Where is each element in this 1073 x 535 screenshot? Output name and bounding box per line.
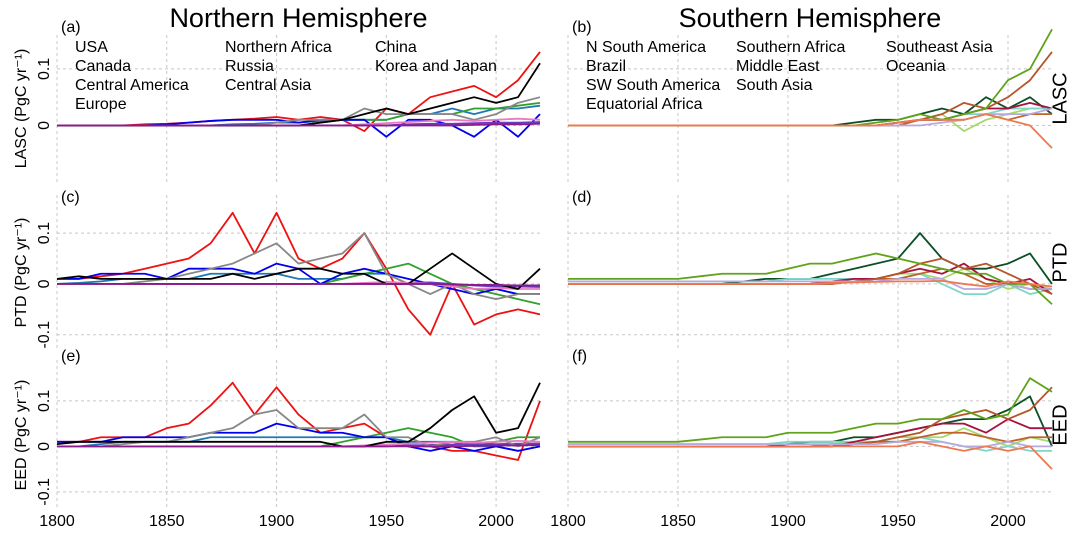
- panel-title: Southern Hemisphere: [679, 3, 942, 33]
- series-line: [57, 232, 540, 301]
- y-tick-label: 0: [36, 279, 53, 288]
- panel-label: (f): [572, 348, 587, 365]
- series-line: [57, 122, 541, 127]
- panel-label: (a): [61, 19, 81, 36]
- legend-label: SW South America: [586, 77, 720, 94]
- legend-label: Canada: [75, 58, 131, 75]
- series-line: [568, 440, 1053, 470]
- legend-label: South Asia: [736, 77, 813, 94]
- series-line: [57, 283, 540, 287]
- x-tick-label: 1900: [770, 513, 806, 530]
- y-axis-label: PTD (PgC yr⁻¹): [13, 218, 30, 328]
- legend-label: Brazil: [586, 58, 626, 75]
- series-line: [57, 211, 541, 336]
- legend-label: Northern Africa: [225, 39, 332, 56]
- x-tick-label: 1850: [660, 513, 696, 530]
- panel-label: (e): [61, 348, 81, 365]
- side-label: PTD: [1049, 243, 1071, 283]
- series-line: [56, 382, 541, 448]
- x-tick-label: 1800: [550, 513, 586, 530]
- x-tick-label: 2000: [478, 513, 514, 530]
- y-tick-label: 0: [36, 442, 53, 451]
- legend-label: Southern Africa: [736, 39, 846, 56]
- x-tick-label: 1950: [880, 513, 916, 530]
- legend-label: USA: [75, 39, 108, 56]
- legend-label: Oceania: [886, 58, 946, 75]
- legend-label: China: [375, 39, 417, 56]
- y-tick-label: 0.1: [36, 58, 53, 80]
- series-line: [568, 252, 1053, 305]
- series-line: [57, 444, 541, 448]
- legend-label: Southeast Asia: [886, 39, 993, 56]
- side-label: EED: [1049, 404, 1071, 445]
- panel-title: Northern Hemisphere: [169, 3, 427, 33]
- series-line: [568, 279, 1053, 288]
- legend-label: Korea and Japan: [375, 58, 497, 75]
- x-tick-label: 1950: [369, 513, 405, 530]
- y-axis-label: EED (PgC yr⁻¹): [13, 380, 30, 491]
- legend-label: Russia: [225, 58, 274, 75]
- x-tick-label: 1900: [259, 513, 295, 530]
- y-tick-label: 0: [36, 121, 53, 130]
- y-tick-label: 0.1: [36, 222, 53, 244]
- series-line: [568, 113, 1053, 149]
- x-tick-label: 2000: [990, 513, 1026, 530]
- series-line: [568, 395, 1053, 448]
- panel-label: (b): [572, 19, 592, 36]
- legend-label: N South America: [586, 39, 706, 56]
- y-tick-label: -0.1: [36, 478, 53, 506]
- series-line: [568, 440, 1052, 448]
- legend-label: Middle East: [736, 58, 820, 75]
- y-tick-label: -0.1: [36, 321, 53, 349]
- side-label: LASC: [1049, 72, 1071, 124]
- series-line: [57, 381, 541, 461]
- y-axis-label: LASC (PgC yr⁻¹): [13, 49, 30, 169]
- panel-label: (d): [572, 189, 592, 206]
- legend-label: Central Asia: [225, 77, 311, 94]
- panel-label: (c): [61, 189, 80, 206]
- x-tick-label: 1850: [149, 513, 185, 530]
- legend-label: Equatorial Africa: [586, 96, 703, 113]
- legend-label: Central America: [75, 77, 189, 94]
- y-tick-label: 0.1: [36, 390, 53, 412]
- series-line: [568, 277, 1052, 290]
- x-tick-label: 1800: [39, 513, 75, 530]
- series-line: [568, 377, 1053, 443]
- legend-label: Europe: [75, 96, 127, 113]
- series-line: [56, 252, 541, 290]
